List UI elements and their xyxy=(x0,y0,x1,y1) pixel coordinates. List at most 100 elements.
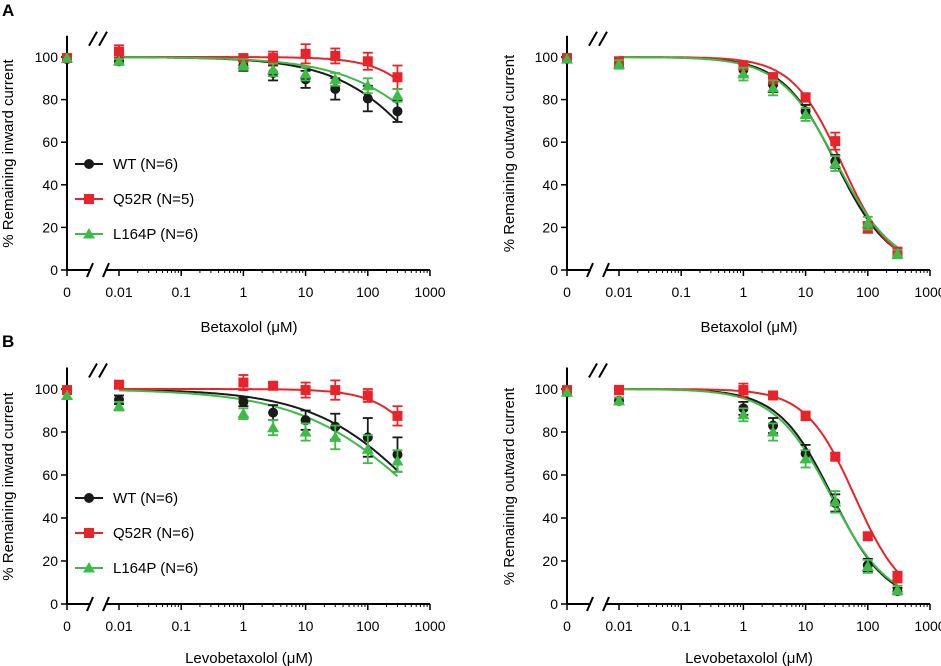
axis-break-mark xyxy=(86,262,94,278)
axis-break-mark-top xyxy=(598,31,608,47)
data-point-l164p xyxy=(767,81,780,93)
data-point-l164p xyxy=(891,248,904,259)
y-axis-title: % Remaining outward current xyxy=(501,54,518,252)
x-axis-title: Levobetaxolol (μM) xyxy=(685,650,813,666)
x-tick-label: 0.1 xyxy=(671,618,691,634)
y-tick-label: 40 xyxy=(542,510,558,526)
axis-break-mark xyxy=(102,262,110,278)
legend-marker xyxy=(83,228,95,239)
data-point-l164p xyxy=(329,73,342,84)
x-tick-label: 10 xyxy=(798,618,814,634)
fit-curve-wt xyxy=(119,388,399,472)
fit-curve-l164p xyxy=(619,388,899,586)
legend-label: L164P (N=6) xyxy=(113,560,198,577)
legend-label: L164P (N=6) xyxy=(113,226,198,243)
y-tick-label: 60 xyxy=(542,467,558,483)
axis-break-mark-top xyxy=(588,31,598,47)
axis-break-mark xyxy=(602,262,610,278)
y-tick-label: 20 xyxy=(542,553,558,569)
x-tick-label: 1 xyxy=(740,284,748,300)
x-tick-label: 0.1 xyxy=(671,284,691,300)
x-tick-label: 1000 xyxy=(914,618,941,634)
data-point-q52r xyxy=(362,56,373,67)
x-tick-label: 0.01 xyxy=(105,284,132,300)
data-point-wt xyxy=(362,93,373,104)
data-point-q52r xyxy=(114,46,124,57)
y-tick-label: 60 xyxy=(42,134,58,150)
data-point-q52r xyxy=(330,385,341,396)
fit-curve-l164p xyxy=(119,389,399,478)
axis-break-mark-top xyxy=(98,31,108,47)
y-tick-label: 80 xyxy=(42,92,58,108)
data-point-l164p xyxy=(613,58,625,69)
data-point-l164p xyxy=(861,217,874,228)
x-tick-label: 1 xyxy=(240,618,248,634)
x-tick-label: 100 xyxy=(856,618,880,634)
x-tick-label: 100 xyxy=(356,284,380,300)
data-point-l164p xyxy=(237,58,250,69)
x-tick-label: 0.1 xyxy=(171,618,191,634)
data-point-l164p xyxy=(861,560,874,571)
y-axis-title: % Remaining outward current xyxy=(501,387,518,585)
data-point-q52r xyxy=(114,379,124,390)
data-point-l164p xyxy=(767,426,780,437)
x-tick-label: 1000 xyxy=(414,618,445,634)
data-point-l164p xyxy=(299,68,312,79)
data-point-q52r xyxy=(738,60,749,71)
legend-marker xyxy=(84,159,94,169)
data-point-q52r xyxy=(800,92,811,103)
y-tick-label: 80 xyxy=(542,92,558,108)
x-tick-label: 1000 xyxy=(414,284,445,300)
axis-break-mark xyxy=(602,596,610,612)
data-point-l164p xyxy=(61,52,73,63)
data-point-q52r xyxy=(862,531,873,542)
axis-break-mark-top xyxy=(588,363,598,378)
y-tick-label: 60 xyxy=(42,467,58,483)
data-point-q52r xyxy=(800,410,811,421)
axis-break-mark xyxy=(86,596,94,612)
fit-curve-wt xyxy=(619,388,898,588)
axis-break-mark xyxy=(586,262,594,278)
data-point-l164p xyxy=(891,584,904,595)
legend-label: Q52R (N=5) xyxy=(113,191,194,208)
data-point-l164p xyxy=(737,408,750,420)
y-tick-label: 100 xyxy=(35,381,59,397)
y-tick-label: 20 xyxy=(542,219,558,235)
y-tick-label: 0 xyxy=(50,262,58,278)
y-tick-label: 100 xyxy=(535,381,559,397)
data-point-wt xyxy=(268,407,279,418)
legend-label: Q52R (N=6) xyxy=(113,525,194,542)
x-tick-label: 1 xyxy=(240,284,248,300)
legend-label: WT (N=6) xyxy=(113,156,178,173)
x-tick-label: 10 xyxy=(298,284,314,300)
data-point-q52r xyxy=(300,48,311,59)
y-tick-label: 0 xyxy=(550,262,558,278)
x-tick-label: 0.01 xyxy=(605,284,632,300)
data-point-q52r xyxy=(768,73,779,84)
x-tick-label: 0 xyxy=(563,284,571,300)
y-tick-label: 40 xyxy=(542,177,558,193)
x-tick-label: 0.01 xyxy=(105,618,132,634)
axis-break-mark-top xyxy=(88,31,98,47)
data-point-l164p xyxy=(391,455,404,466)
data-point-q52r xyxy=(238,377,249,388)
y-tick-label: 20 xyxy=(42,553,58,569)
x-tick-label: 0 xyxy=(63,618,71,634)
fit-curve-q52r xyxy=(619,56,899,251)
x-tick-label: 0.01 xyxy=(605,618,632,634)
data-point-wt xyxy=(238,396,249,407)
y-tick-label: 20 xyxy=(42,219,58,235)
data-point-q52r xyxy=(238,53,249,64)
data-point-l164p xyxy=(799,452,812,464)
y-tick-label: 100 xyxy=(35,49,59,65)
panel-label-b: B xyxy=(2,332,14,351)
data-point-l164p xyxy=(267,63,280,75)
legend-marker xyxy=(83,562,95,573)
axis-break-mark-top xyxy=(598,363,608,378)
x-tick-label: 0 xyxy=(563,618,571,634)
y-axis-title: % Remaining inward current xyxy=(0,58,17,247)
axis-break-mark-top xyxy=(98,363,108,378)
